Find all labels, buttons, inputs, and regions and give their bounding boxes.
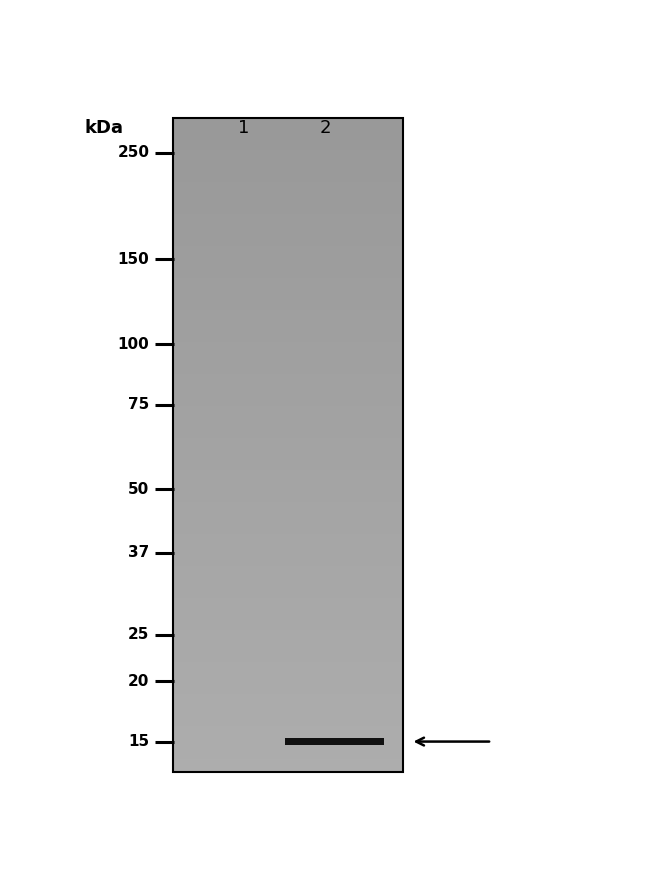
Text: 250: 250 [118,145,150,160]
Text: kDa: kDa [85,119,124,136]
Text: 20: 20 [128,674,150,688]
Text: 15: 15 [128,734,150,749]
Text: 75: 75 [128,397,150,412]
Bar [285,738,384,745]
Text: 50: 50 [128,482,150,497]
Text: 150: 150 [118,252,150,267]
Text: 1: 1 [239,119,250,136]
Text: 37: 37 [128,545,150,560]
Text: 25: 25 [128,627,150,642]
Text: 100: 100 [118,337,150,352]
Bar [173,118,403,773]
Text: 2: 2 [320,119,331,136]
